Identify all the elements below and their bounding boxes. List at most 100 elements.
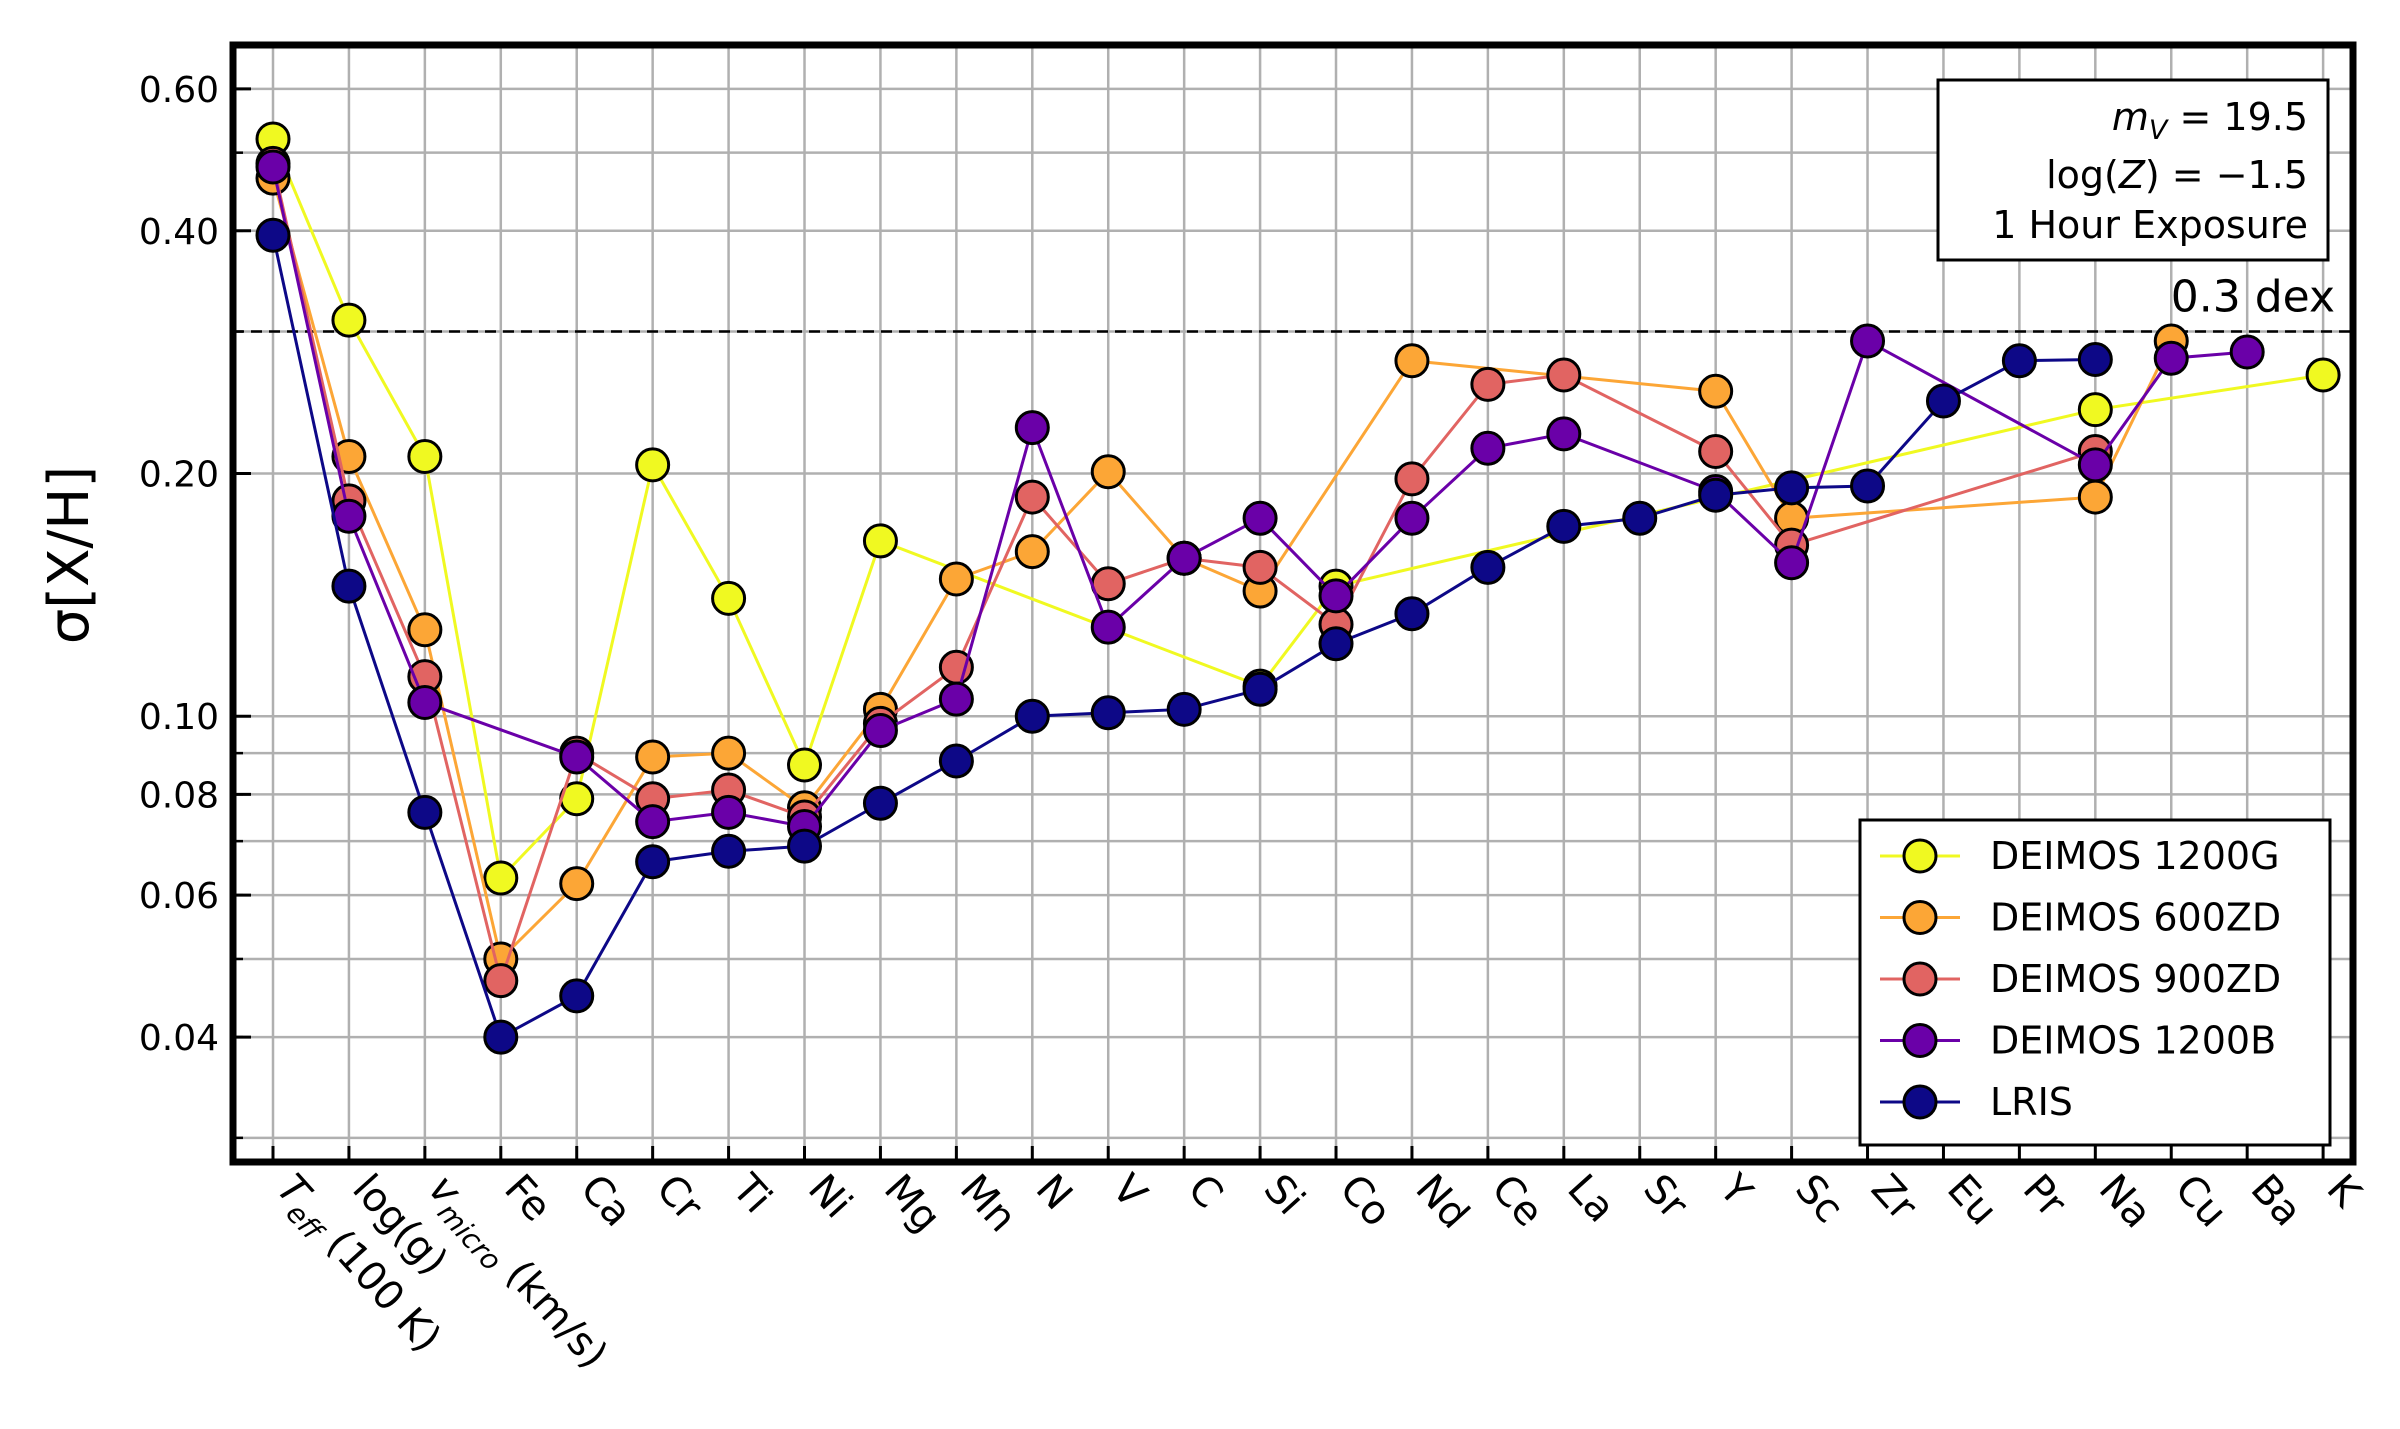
data-point	[938, 561, 974, 597]
data-point	[407, 794, 443, 830]
x-tick-label: Ce	[1482, 1166, 1551, 1236]
data-point	[635, 804, 671, 840]
x-tick-label: Mn	[951, 1166, 1025, 1241]
data-point	[1394, 461, 1430, 497]
y-tick-label: 0.10	[139, 697, 219, 738]
data-point	[1850, 468, 1886, 504]
data-point	[407, 685, 443, 721]
data-point	[559, 866, 595, 902]
data-point	[862, 523, 898, 559]
data-point	[2077, 341, 2113, 377]
data-point	[559, 739, 595, 775]
data-point	[711, 833, 747, 869]
legend-label: LRIS	[1990, 1080, 2073, 1124]
data-point	[711, 735, 747, 771]
data-point	[1242, 500, 1278, 536]
legend-entry: DEIMOS 1200G	[1880, 834, 2280, 878]
legend-label: DEIMOS 1200G	[1990, 834, 2280, 878]
data-point	[1394, 343, 1430, 379]
x-tick-label: Nd	[1407, 1166, 1478, 1238]
data-point	[1090, 695, 1126, 731]
data-point	[1394, 596, 1430, 632]
data-point	[787, 828, 823, 864]
legend-label: DEIMOS 900ZD	[1990, 957, 2281, 1001]
legend-entry: DEIMOS 600ZD	[1880, 896, 2281, 940]
data-point	[1242, 549, 1278, 585]
annotation-box	[1936, 78, 2330, 262]
data-point	[1014, 534, 1050, 570]
threshold-label: 0.3 dex	[2171, 272, 2335, 323]
data-point	[938, 743, 974, 779]
y-tick-label: 0.08	[139, 775, 219, 816]
x-tick-label: Cr	[647, 1166, 711, 1230]
data-point	[1394, 500, 1430, 536]
y-tick-label: 0.40	[139, 212, 219, 253]
frame-layer	[229, 41, 2357, 1166]
data-point	[635, 739, 671, 775]
x-tick-label: Co	[1331, 1166, 1400, 1236]
data-point	[1850, 323, 1886, 359]
legend-entry: LRIS	[1880, 1080, 2073, 1124]
data-point	[1318, 626, 1354, 662]
x-tick-label: N	[1027, 1166, 1081, 1219]
data-point	[2001, 343, 2037, 379]
data-point	[711, 794, 747, 830]
data-point	[635, 447, 671, 483]
plot-frame	[229, 41, 2357, 1166]
legend-entry: DEIMOS 1200B	[1880, 1019, 2276, 1063]
x-tick-label: Y	[1710, 1165, 1762, 1215]
x-tick-label: Sc	[1786, 1166, 1852, 1232]
x-tick-label: Si	[1255, 1166, 1314, 1224]
data-point	[559, 978, 595, 1014]
data-point	[407, 612, 443, 648]
annotation-exposure: 1 Hour Exposure	[1992, 203, 2308, 247]
legend-layer: DEIMOS 1200G DEIMOS 600ZD DEIMOS 900ZD DEIM…	[1858, 818, 2332, 1147]
series-layer	[255, 121, 2341, 1055]
legend-marker	[1902, 838, 1938, 874]
data-point	[1166, 691, 1202, 727]
data-point	[483, 963, 519, 999]
x-tick-label: Ca	[571, 1166, 640, 1236]
x-tick-label: Zr	[1862, 1166, 1926, 1230]
legend-entry: DEIMOS 900ZD	[1880, 957, 2281, 1001]
data-point	[1774, 545, 1810, 581]
x-tick-label: Ba	[2242, 1166, 2311, 1235]
data-point	[331, 302, 367, 338]
data-point	[255, 149, 291, 185]
x-tick-label: Eu	[1938, 1166, 2006, 1234]
legend-box	[1858, 818, 2332, 1147]
x-tick-label: Pr	[2014, 1166, 2075, 1227]
data-point	[1242, 671, 1278, 707]
data-point	[1014, 698, 1050, 734]
data-point	[787, 747, 823, 783]
data-point	[1698, 433, 1734, 469]
data-point	[1546, 416, 1582, 452]
legend-marker	[1902, 1023, 1938, 1058]
data-point	[938, 681, 974, 717]
data-point	[2305, 357, 2341, 393]
data-point	[1090, 609, 1126, 645]
y-tick-label: 0.20	[139, 455, 219, 496]
data-point	[2229, 334, 2265, 370]
data-point	[331, 568, 367, 604]
y-axis-label: σ[X/H]	[37, 466, 102, 645]
data-point	[2077, 392, 2113, 428]
data-point	[2077, 447, 2113, 483]
threshold-layer: 0.3 dex	[233, 272, 2353, 333]
data-point	[1014, 410, 1050, 446]
data-point	[862, 713, 898, 749]
data-point	[1698, 477, 1734, 513]
legend-label: DEIMOS 600ZD	[1990, 896, 2281, 940]
y-tick-label: 0.60	[139, 70, 219, 111]
data-point	[1318, 578, 1354, 614]
x-tick-label: Mg	[875, 1166, 949, 1241]
x-tick-label: K	[2318, 1166, 2371, 1218]
data-point	[2077, 479, 2113, 515]
y-tick-label: 0.04	[139, 1018, 219, 1059]
data-point	[1470, 366, 1506, 402]
data-point	[1166, 540, 1202, 576]
legend-marker	[1902, 1084, 1938, 1120]
data-point	[1546, 508, 1582, 544]
